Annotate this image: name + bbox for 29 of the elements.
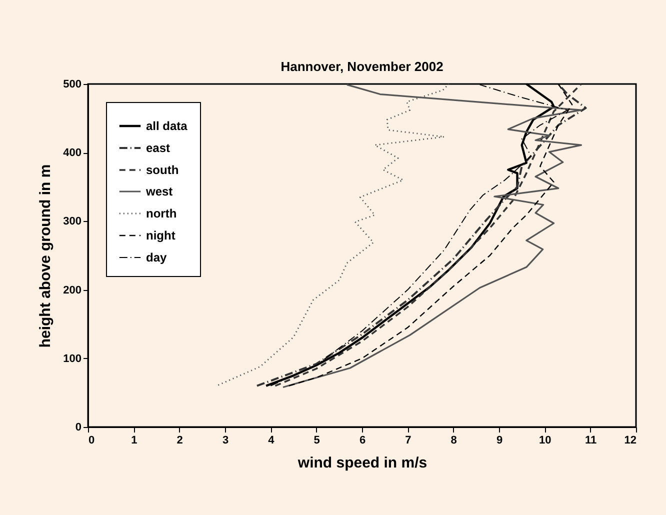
- x-tick-label: 10: [539, 434, 552, 446]
- x-tick-label: 9: [496, 434, 503, 446]
- x-tick-label: 8: [450, 434, 457, 446]
- y-tick-label: 400: [63, 147, 82, 160]
- legend-label: east: [146, 141, 170, 155]
- y-tick-label: 300: [63, 216, 82, 228]
- y-tick-label: 500: [63, 78, 82, 90]
- legend-label: north: [146, 206, 177, 220]
- x-tick-label: 4: [268, 434, 276, 446]
- x-axis-title: wind speed in m/s: [296, 454, 428, 472]
- y-tick-label: 0: [75, 422, 82, 434]
- x-tick-label: 5: [314, 434, 320, 446]
- legend-label: all data: [146, 119, 188, 133]
- x-tick-label: 3: [222, 434, 229, 446]
- y-tick-label: 100: [63, 352, 82, 365]
- x-tick-label: 1: [131, 434, 138, 446]
- chart-title: Hannover, November 2002: [280, 59, 444, 74]
- y-axis-title: height above ground in m: [37, 164, 54, 348]
- x-tick-label: 0: [88, 434, 95, 446]
- legend-label: south: [146, 163, 179, 177]
- x-tick-label: 12: [624, 434, 636, 446]
- x-tick-label: 11: [585, 434, 597, 446]
- y-tick-label: 200: [63, 284, 82, 296]
- legend-label: night: [146, 228, 176, 242]
- x-tick-label: 6: [359, 434, 366, 446]
- legend-label: day: [146, 250, 168, 264]
- legend-label: west: [145, 184, 173, 198]
- x-tick-label: 2: [176, 434, 183, 446]
- x-tick-label: 7: [405, 434, 412, 446]
